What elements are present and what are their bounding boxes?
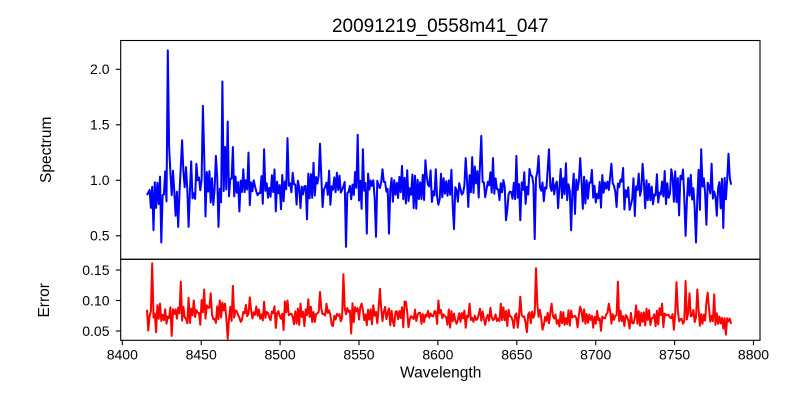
svg-text:20091219_0558m41_047: 20091219_0558m41_047 [332,16,549,37]
svg-text:8600: 8600 [422,346,453,362]
svg-text:8750: 8750 [659,346,690,362]
svg-text:8700: 8700 [580,346,611,362]
svg-text:0.05: 0.05 [82,323,109,339]
svg-text:8650: 8650 [501,346,532,362]
svg-text:8500: 8500 [265,346,296,362]
svg-text:Spectrum: Spectrum [38,117,55,183]
svg-text:1.0: 1.0 [90,172,110,188]
svg-text:8550: 8550 [343,346,374,362]
svg-text:8400: 8400 [107,346,138,362]
svg-text:Wavelength: Wavelength [400,365,481,382]
svg-text:2.0: 2.0 [90,61,110,77]
svg-text:1.5: 1.5 [90,117,110,133]
svg-text:0.15: 0.15 [82,262,109,278]
svg-text:0.5: 0.5 [90,228,110,244]
svg-text:0.10: 0.10 [82,292,109,308]
svg-text:Error: Error [36,283,53,317]
svg-text:8800: 8800 [738,346,769,362]
svg-text:8450: 8450 [186,346,217,362]
